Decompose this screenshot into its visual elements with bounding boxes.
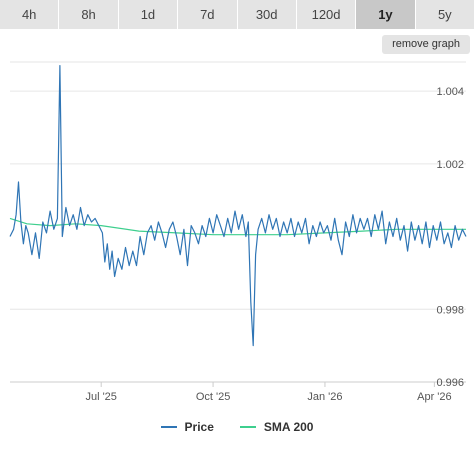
y-tick-label: 1.004 <box>436 86 464 98</box>
tab-8h[interactable]: 8h <box>59 0 118 29</box>
tab-1d[interactable]: 1d <box>118 0 178 29</box>
y-tick-label: 0.998 <box>436 304 464 316</box>
tab-4h[interactable]: 4h <box>0 0 59 29</box>
chart-series <box>9 65 467 347</box>
x-tick-label: Oct '25 <box>196 391 231 403</box>
tab-30d[interactable]: 30d <box>237 0 296 29</box>
x-tick-label: Apr '26 <box>417 391 452 403</box>
timeframe-tabs: 4h 8h 1d 7d 30d 120d 1y 5y <box>0 0 474 30</box>
y-tick-label: 0.996 <box>436 377 464 389</box>
legend-price-label: Price <box>184 420 214 434</box>
remove-graph-button[interactable]: remove graph <box>382 35 470 54</box>
price-line <box>9 65 467 347</box>
legend-item-sma[interactable]: SMA 200 <box>239 420 314 434</box>
tab-5y[interactable]: 5y <box>415 0 474 29</box>
legend-item-price[interactable]: Price <box>160 420 214 434</box>
sma-line-swatch <box>239 426 256 428</box>
x-axis: Jul '25 Oct '25 Jan '26 Apr '26 <box>10 381 466 403</box>
tab-120d[interactable]: 120d <box>296 0 356 29</box>
sma-200-line <box>9 217 466 236</box>
legend-sma-label: SMA 200 <box>263 420 314 434</box>
price-chart: Jul '25 Oct '25 Jan '26 Apr '26 0.996 0.998 1… <box>9 61 467 403</box>
chart-legend: Price SMA 200 <box>0 420 474 434</box>
tab-7d[interactable]: 7d <box>178 0 237 29</box>
price-line-swatch <box>160 426 177 428</box>
x-tick-label: Jul '25 <box>85 391 116 403</box>
y-tick-label: 1.002 <box>436 159 464 171</box>
y-axis: 0.996 0.998 1.002 1.004 <box>436 86 464 389</box>
x-tick-label: Jan '26 <box>307 391 342 403</box>
tab-1y[interactable]: 1y <box>356 0 415 29</box>
